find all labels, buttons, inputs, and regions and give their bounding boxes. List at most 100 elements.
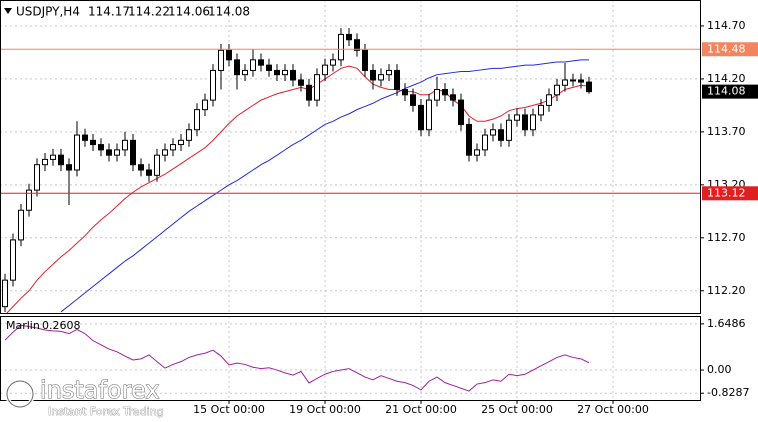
candle-body: [42, 158, 48, 166]
candle-body: [586, 81, 592, 93]
candle-body: [458, 99, 464, 125]
candle-body: [186, 129, 192, 141]
candle-body: [250, 59, 256, 71]
candle-body: [546, 94, 552, 106]
level-label: 114.48: [707, 42, 746, 55]
candle-body: [450, 94, 456, 101]
candle-body: [170, 144, 176, 151]
price-label-bg: [702, 84, 758, 99]
candle-body: [18, 209, 24, 241]
candle-body: [306, 84, 312, 101]
price-label: 114.08: [707, 85, 746, 98]
x-tick-label: 19 Oct 00:00: [289, 403, 361, 416]
candle-body: [562, 79, 568, 86]
indicator-tick-label: 1.6486: [707, 317, 746, 330]
x-tick-label: 25 Oct 00:00: [481, 403, 553, 416]
watermark-tagline: Instant Forex Trading: [48, 405, 164, 418]
price-panel: [0, 28, 700, 313]
candle-body: [90, 139, 96, 146]
candle-body: [338, 33, 344, 61]
candle-body: [314, 74, 320, 101]
watermark-icon-ring: [6, 380, 34, 408]
candle-body: [114, 149, 120, 156]
candle-body: [442, 89, 448, 96]
candle-body: [578, 79, 584, 83]
candle-body: [346, 33, 352, 41]
candle-body: [50, 154, 56, 160]
candle-body: [554, 84, 560, 96]
candle-body: [490, 129, 496, 136]
candle-body: [474, 149, 480, 156]
y-tick-label: 114.70: [707, 19, 746, 32]
candle-body: [538, 104, 544, 116]
candle-body: [202, 99, 208, 111]
candle-body: [218, 49, 224, 71]
candle-body: [10, 239, 16, 281]
price-frame: [0, 0, 701, 314]
candle-body: [522, 114, 528, 131]
candle-body: [506, 119, 512, 141]
candle-body: [482, 134, 488, 151]
candle-body: [258, 59, 264, 66]
candle-body: [138, 164, 144, 171]
candle-body: [34, 164, 40, 191]
x-tick-label: 27 Oct 00:00: [577, 403, 649, 416]
indicator-tick-label: -0.8287: [707, 386, 749, 399]
symbol: USDJPY,H4: [16, 5, 80, 19]
candle-body: [330, 59, 336, 66]
candle-body: [418, 104, 424, 131]
y-tick-label: 113.70: [707, 125, 746, 138]
candle-body: [394, 69, 400, 91]
indicator-name: Marlin: [6, 319, 40, 332]
candle-body: [98, 144, 104, 151]
y-tick-label: 112.20: [707, 284, 746, 297]
candle-body: [402, 89, 408, 96]
indicator-panel: [4, 324, 590, 392]
y-tick-label: 112.70: [707, 231, 746, 244]
candle-body: [146, 169, 152, 176]
candle-body: [282, 69, 288, 76]
candle-body: [226, 49, 232, 61]
ohlc-low: 114.06: [168, 5, 210, 19]
candle-body: [466, 123, 472, 156]
candle-body: [162, 149, 168, 156]
candle-body: [122, 139, 128, 151]
ohlc-close: 114.08: [208, 5, 250, 19]
candle-body: [410, 94, 416, 106]
candle-body: [386, 69, 392, 76]
level-label-bg: [702, 42, 758, 57]
candle-body: [194, 109, 200, 131]
candle-body: [26, 189, 32, 211]
grid: [0, 0, 700, 400]
candle-body: [298, 79, 304, 86]
candle-body: [530, 114, 536, 131]
candle-body: [234, 59, 240, 76]
moving-average: [6, 65, 590, 313]
candle-body: [498, 129, 504, 141]
candle-body: [2, 279, 8, 308]
candle-body: [514, 114, 520, 121]
candle-body: [58, 154, 64, 166]
x-tick-label: 21 Oct 00:00: [385, 403, 457, 416]
x-tick-label: 15 Oct 00:00: [193, 403, 265, 416]
candle-body: [82, 134, 88, 141]
candle-body: [210, 69, 216, 101]
candle-body: [362, 49, 368, 71]
candle-body: [290, 69, 296, 81]
ohlc-open: 114.17: [88, 5, 130, 19]
candle-body: [426, 99, 432, 131]
candle-body: [378, 74, 384, 81]
candle-body: [274, 69, 280, 76]
candle-body: [74, 134, 80, 171]
candle-body: [266, 64, 272, 71]
indicator-frame: [0, 316, 701, 401]
ohlc-high: 114.22: [128, 5, 170, 19]
watermark-brand: instaforex: [40, 376, 160, 404]
candle-body: [370, 69, 376, 81]
candle-body: [66, 164, 72, 171]
candle-body: [354, 39, 360, 51]
